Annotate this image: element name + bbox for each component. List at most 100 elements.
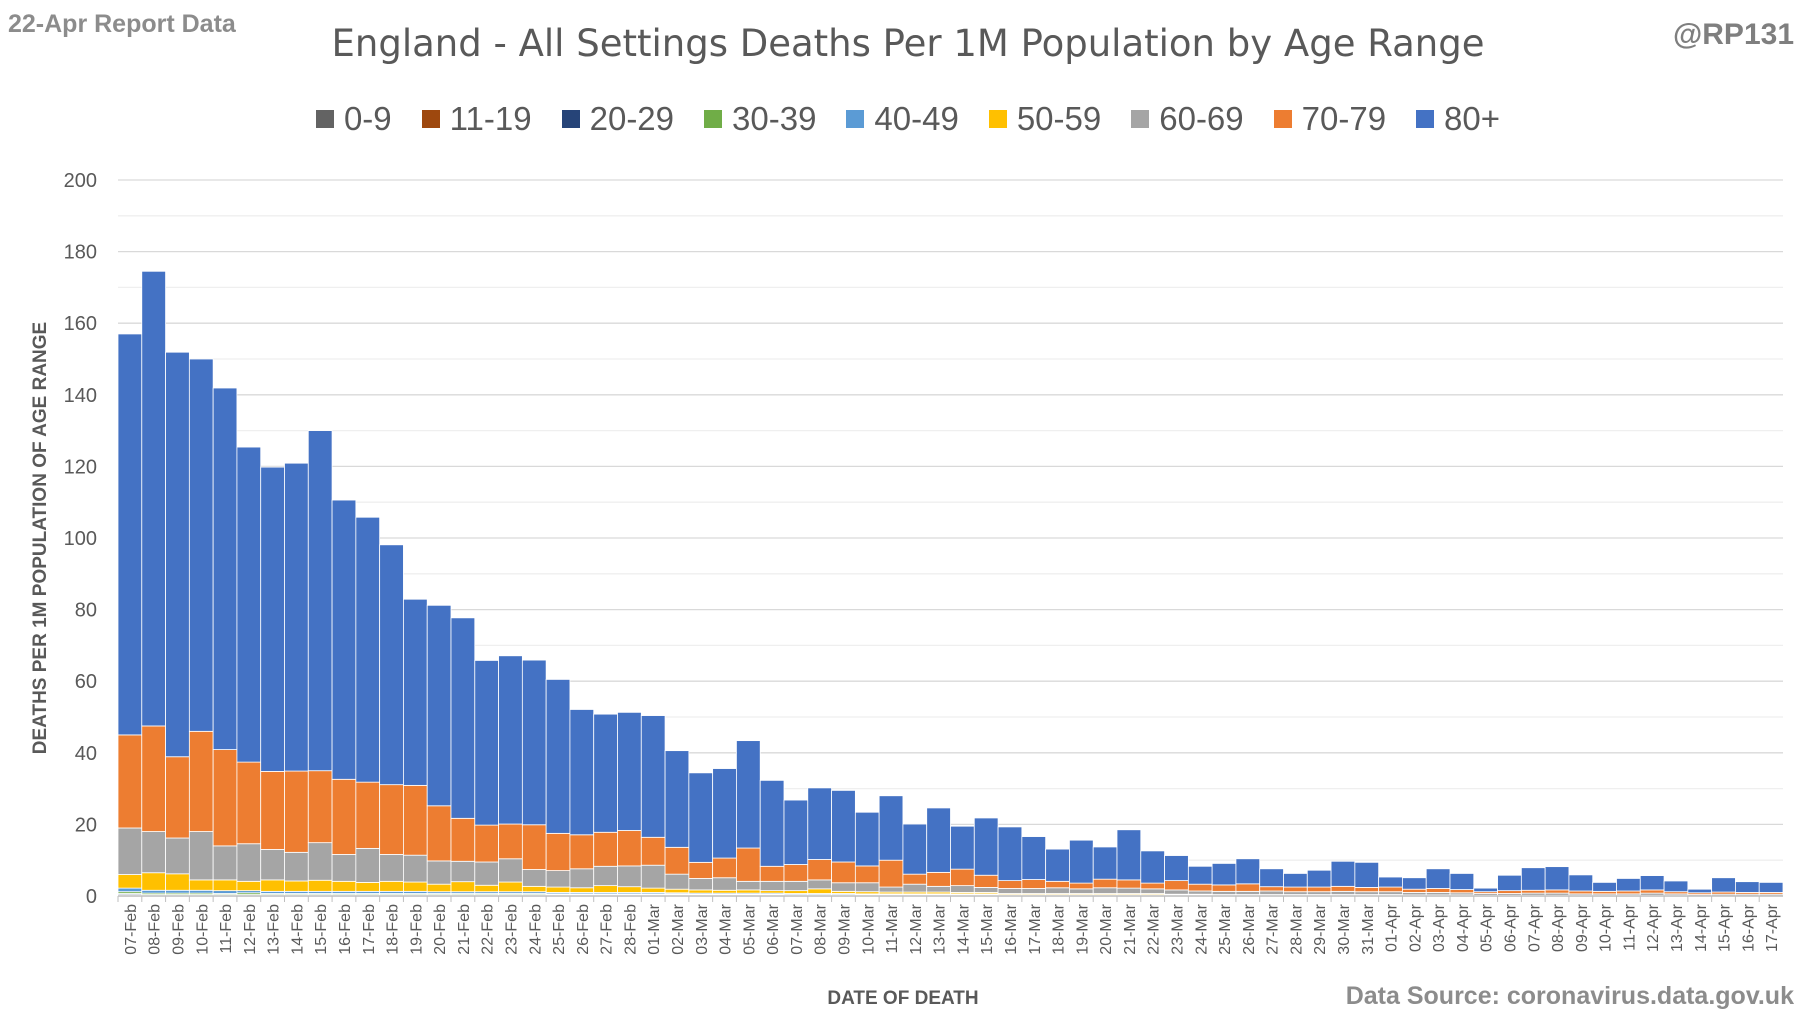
bar-segment bbox=[379, 544, 404, 786]
bar-segment bbox=[617, 830, 642, 867]
bar-segment bbox=[1092, 846, 1118, 880]
legend-swatch bbox=[1131, 110, 1150, 128]
bar-segment bbox=[1330, 885, 1356, 892]
bar-segment bbox=[545, 679, 571, 834]
bar-segment bbox=[355, 516, 381, 783]
bar-segment bbox=[188, 889, 214, 894]
x-tick-label: 01-Mar bbox=[646, 903, 663, 954]
bar-segment bbox=[1069, 888, 1094, 894]
bar-segment bbox=[1544, 889, 1570, 894]
bar-segment bbox=[1663, 880, 1689, 893]
bar-segment bbox=[117, 333, 143, 736]
legend-swatch bbox=[315, 110, 334, 128]
bar-segment bbox=[1306, 869, 1332, 888]
bar-segment bbox=[212, 890, 238, 894]
x-tick-label: 02-Apr bbox=[1407, 903, 1424, 952]
bar-segment bbox=[783, 880, 809, 892]
bar-segment bbox=[1283, 891, 1308, 895]
x-tick-label: 27-Feb bbox=[599, 904, 616, 955]
y-tick-label: 160 bbox=[64, 313, 97, 335]
bar-segment bbox=[141, 725, 166, 832]
bar-segment bbox=[212, 387, 238, 750]
x-tick-label: 02-Mar bbox=[670, 903, 687, 954]
x-tick-label: 16-Apr bbox=[1740, 903, 1757, 952]
bar-segment bbox=[1259, 890, 1284, 895]
bar-segment bbox=[1378, 876, 1403, 888]
bar-segment bbox=[1544, 866, 1570, 891]
bar-segment bbox=[521, 824, 547, 870]
bar-segment bbox=[736, 740, 761, 849]
bar-segment bbox=[831, 789, 856, 863]
author-handle: @RP131 bbox=[1673, 18, 1794, 51]
x-tick-label: 21-Mar bbox=[1122, 903, 1139, 954]
x-tick-label: 28-Mar bbox=[1288, 903, 1305, 954]
legend-swatch bbox=[704, 110, 723, 128]
bar-segment bbox=[664, 888, 690, 894]
legend: 0-9 11-19 20-29 30-39 40-49 50-59 60-69 … bbox=[0, 100, 1816, 138]
bar-segment bbox=[117, 827, 143, 875]
bar-segment bbox=[165, 889, 190, 894]
bar-segment bbox=[902, 873, 928, 885]
x-tick-label: 05-Mar bbox=[741, 903, 758, 954]
bar-segment bbox=[379, 784, 404, 855]
bar-segment bbox=[498, 858, 523, 883]
bar-segment bbox=[426, 604, 452, 807]
bar-segment bbox=[307, 879, 333, 892]
bar-segment bbox=[1330, 860, 1356, 887]
bar-segment bbox=[878, 795, 904, 861]
bar-segment bbox=[521, 659, 547, 826]
bar-segment bbox=[807, 879, 832, 890]
bar-segment bbox=[1259, 868, 1284, 888]
bar-segment bbox=[1259, 886, 1284, 892]
bar-segment bbox=[1116, 879, 1142, 889]
bar-segment bbox=[1211, 890, 1237, 895]
x-tick-label: 08-Mar bbox=[813, 903, 830, 954]
legend-label: 60-69 bbox=[1159, 100, 1244, 137]
legend-label: 30-39 bbox=[732, 100, 817, 137]
bar-segment bbox=[1069, 839, 1094, 884]
bar-segment bbox=[712, 768, 737, 859]
bar-segment bbox=[284, 462, 309, 772]
bar-segment bbox=[664, 873, 690, 890]
bar-segment bbox=[1354, 861, 1380, 888]
bar-segment bbox=[736, 847, 761, 882]
x-tick-label: 16-Mar bbox=[1003, 903, 1020, 954]
bar-segment bbox=[284, 770, 309, 853]
bar-segment bbox=[973, 874, 999, 888]
x-tick-label: 25-Feb bbox=[551, 904, 568, 955]
legend-item-50-59: 50-59 bbox=[988, 100, 1101, 138]
x-tick-label: 18-Mar bbox=[1051, 903, 1068, 954]
bar-segment bbox=[474, 660, 499, 826]
bar-segment bbox=[759, 779, 785, 867]
bar-segment bbox=[1187, 865, 1213, 885]
bar-segment bbox=[403, 598, 428, 786]
x-tick-label: 08-Apr bbox=[1550, 903, 1567, 952]
bar-segment bbox=[902, 883, 928, 893]
bar-segment bbox=[498, 655, 523, 825]
bar-segment bbox=[1021, 836, 1047, 880]
bar-segment bbox=[1449, 873, 1475, 890]
x-tick-label: 25-Mar bbox=[1217, 903, 1234, 954]
x-tick-label: 15-Mar bbox=[979, 903, 996, 954]
y-axis-ticks: 0 20 40 60 80 100 120 140 160 180 200 bbox=[64, 170, 97, 908]
bar-segment bbox=[569, 868, 595, 889]
bar-segment bbox=[950, 885, 975, 893]
bar-segment bbox=[688, 861, 714, 879]
y-tick-label: 100 bbox=[64, 528, 97, 550]
bar-segment bbox=[1116, 829, 1142, 881]
bar-segment bbox=[1616, 878, 1641, 892]
bar-segment bbox=[973, 887, 999, 893]
bar-segment bbox=[831, 882, 856, 892]
x-tick-label: 10-Mar bbox=[860, 903, 877, 954]
bar-segment bbox=[355, 847, 381, 883]
bar-segment bbox=[307, 430, 333, 772]
bar-segment bbox=[474, 861, 499, 886]
bar-segment bbox=[926, 885, 951, 893]
bar-segment bbox=[165, 873, 190, 891]
y-axis-title: DEATHS PER 1M POPULATION OF AGE RANGE bbox=[30, 322, 51, 754]
bar-segment bbox=[926, 807, 951, 873]
bar-segment bbox=[1235, 883, 1261, 892]
bar-segment bbox=[474, 824, 499, 863]
bar-segment bbox=[593, 831, 618, 867]
x-tick-label: 03-Apr bbox=[1431, 903, 1448, 952]
